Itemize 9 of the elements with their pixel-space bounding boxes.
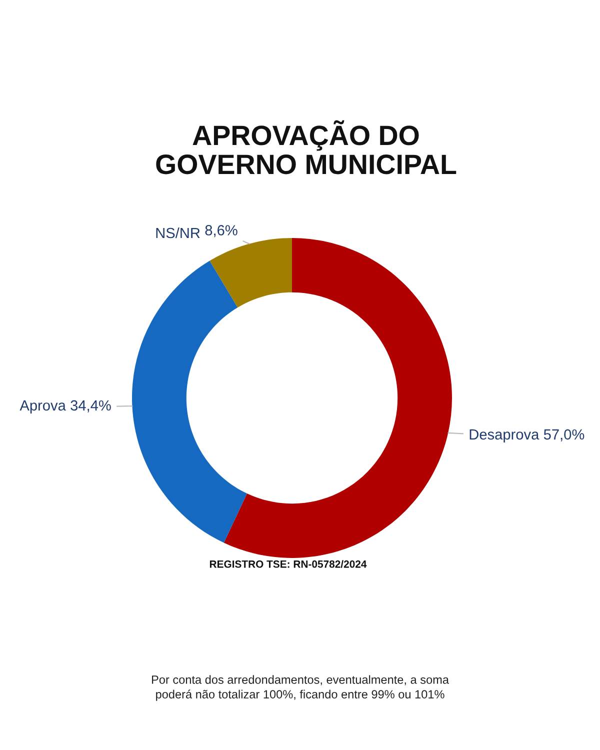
text: Por conta dos arredondamentos, eventualmente, a soma poderá não totalizar 100%, ficando entre 99% ou 101% xyxy=(152,675,449,701)
text: REGISTRO TSE: RN-05782/2024 xyxy=(210,560,367,568)
slice-label: Desaprova xyxy=(470,429,540,442)
data-label: 34,4% xyxy=(70,400,111,412)
chart-title: APROVAÇÃO DO GOVERNO MUNICIPAL xyxy=(156,120,456,174)
slice-label: NS/NR xyxy=(156,227,200,238)
data-label: 8,6% xyxy=(205,225,238,238)
slice-label: Aprova xyxy=(20,400,66,414)
data-label: 57,0% xyxy=(544,429,584,442)
